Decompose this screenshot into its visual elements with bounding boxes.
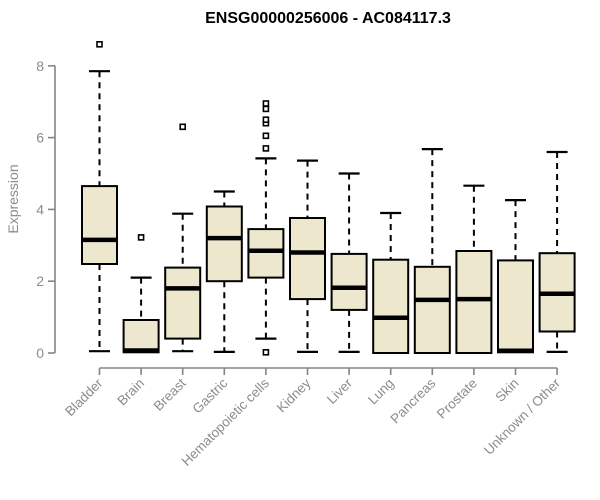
outlier-breast bbox=[179, 123, 186, 131]
outlier-bladder bbox=[96, 40, 103, 48]
box-skin bbox=[497, 259, 534, 354]
outlier-brain bbox=[137, 234, 145, 241]
x-category-label-lung: Lung bbox=[365, 376, 397, 408]
outlier-hematopoietic-cells bbox=[262, 132, 270, 140]
y-tick-label: 8 bbox=[36, 58, 44, 74]
box-kidney bbox=[289, 217, 326, 301]
box-pancreas bbox=[413, 265, 451, 354]
x-category-label-bladder: Bladder bbox=[62, 375, 106, 419]
outlier-hematopoietic-cells bbox=[262, 116, 270, 123]
box-breast bbox=[164, 266, 202, 340]
x-category-label-pancreas: Pancreas bbox=[387, 375, 438, 426]
box-lung bbox=[372, 258, 410, 355]
box-prostate bbox=[455, 250, 493, 354]
x-category-label-brain: Brain bbox=[114, 376, 147, 409]
box-brain bbox=[122, 319, 160, 354]
y-tick-label: 2 bbox=[36, 273, 44, 289]
x-category-label-gastric: Gastric bbox=[190, 375, 231, 416]
outlier-hematopoietic-cells bbox=[262, 145, 270, 152]
y-tick-label: 4 bbox=[36, 201, 44, 217]
outlier-hematopoietic-cells bbox=[262, 348, 270, 356]
x-category-label-skin: Skin bbox=[492, 376, 521, 405]
y-tick-label: 6 bbox=[36, 130, 44, 146]
outlier-hematopoietic-cells bbox=[262, 100, 270, 107]
y-tick-label: 0 bbox=[36, 345, 44, 361]
x-category-label-kidney: Kidney bbox=[274, 375, 314, 415]
box-hematopoietic-cells bbox=[247, 228, 285, 279]
chart-title: ENSG00000256006 - AC084117.3 bbox=[205, 10, 451, 27]
box-bladder bbox=[81, 185, 118, 266]
outlier-hematopoietic-cells bbox=[262, 105, 270, 113]
x-category-label-liver: Liver bbox=[324, 375, 356, 407]
x-category-label-unknown-other: Unknown / Other bbox=[481, 375, 564, 458]
x-category-label-prostate: Prostate bbox=[434, 376, 480, 422]
x-category-label-breast: Breast bbox=[151, 375, 189, 413]
box-liver bbox=[330, 252, 368, 311]
box-gastric bbox=[205, 205, 243, 283]
